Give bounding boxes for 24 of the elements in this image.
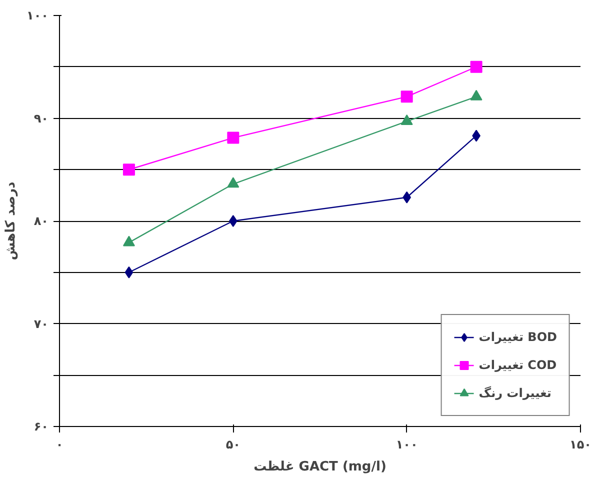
point bbox=[470, 60, 482, 73]
x-tick-label: ۱۵۰ bbox=[570, 438, 592, 452]
y-tick-label: ۷۰ bbox=[34, 316, 49, 331]
x-tick-label: ۱۰۰ bbox=[396, 438, 418, 452]
y-tick-label: ۸۰ bbox=[34, 214, 49, 228]
point bbox=[400, 114, 413, 126]
point bbox=[122, 236, 135, 246]
legend-label: تغییرات COD bbox=[478, 358, 557, 372]
legend-label: تغییرات رنگ bbox=[478, 386, 552, 400]
point bbox=[124, 266, 134, 278]
y-tick-label: ۱۰۰ bbox=[26, 8, 49, 22]
x-tick-label: ۵۰ bbox=[226, 438, 240, 452]
legend-label: تغییرات BOD bbox=[478, 330, 557, 344]
point bbox=[229, 215, 238, 227]
point bbox=[227, 177, 240, 188]
point bbox=[227, 132, 240, 144]
x-axis-title: غلظت GACT (mg/l) bbox=[254, 460, 386, 474]
y-tick-label: ۶۰ bbox=[34, 420, 49, 434]
point bbox=[470, 90, 482, 100]
y-tick-label: ۹۰ bbox=[34, 111, 49, 126]
x-tick-label: ۰ bbox=[56, 438, 64, 452]
point bbox=[122, 164, 135, 176]
point bbox=[400, 90, 413, 103]
y-axis-title: درصد کاهش bbox=[4, 181, 19, 260]
